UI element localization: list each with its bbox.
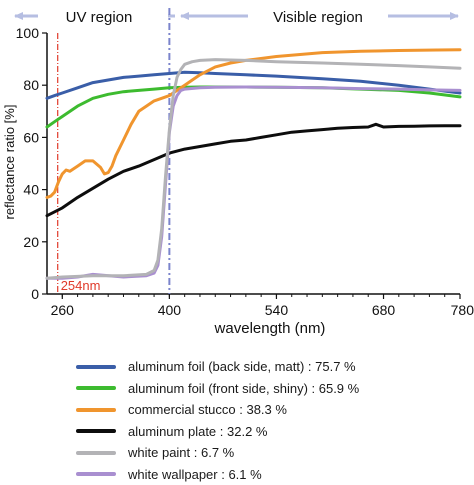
x-tick-label: 780 [451,302,474,318]
x-tick-label: 260 [51,302,75,318]
legend-swatch [76,365,116,369]
legend-swatch [76,472,116,476]
x-axis-title: wavelength (nm) [214,320,326,337]
y-tick-label: 20 [23,234,39,250]
x-tick-label: 400 [158,302,182,318]
legend-label: aluminum foil (front side, shiny) : 65.9… [128,381,359,396]
legend-item: commercial stucco : 38.3 % [76,399,474,421]
y-tick-label: 100 [16,25,40,41]
legend-item: aluminum foil (back side, matt) : 75.7 % [76,356,474,378]
legend-label: aluminum plate : 32.2 % [128,424,267,439]
marker-254nm-label: 254nm [61,278,101,293]
uv-region-label: UV region [66,9,133,26]
series-line-2 [47,50,460,198]
legend-label: white paint : 6.7 % [128,445,234,460]
legend-swatch [76,429,116,433]
series-line-1 [47,87,460,127]
x-tick-label: 680 [372,302,396,318]
y-tick-label: 40 [23,182,39,198]
x-tick-label: 540 [265,302,289,318]
legend-label: white wallpaper : 6.1 % [128,467,262,482]
legend-item: white paint : 6.7 % [76,442,474,464]
legend-item: white wallpaper : 6.1 % [76,464,474,485]
chart-legend: aluminum foil (back side, matt) : 75.7 %… [76,356,474,485]
legend-swatch [76,408,116,412]
y-tick-label: 0 [31,286,39,302]
visible-region-label: Visible region [273,9,363,26]
legend-label: aluminum foil (back side, matt) : 75.7 % [128,359,356,374]
legend-label: commercial stucco : 38.3 % [128,402,287,417]
legend-item: aluminum plate : 32.2 % [76,421,474,443]
y-tick-label: 80 [23,77,39,93]
y-tick-label: 60 [23,129,39,145]
legend-item: aluminum foil (front side, shiny) : 65.9… [76,378,474,400]
y-axis-title: reflectance ratio [%] [2,105,17,220]
legend-swatch [76,386,116,390]
legend-swatch [76,451,116,455]
series-line-5 [47,87,460,278]
